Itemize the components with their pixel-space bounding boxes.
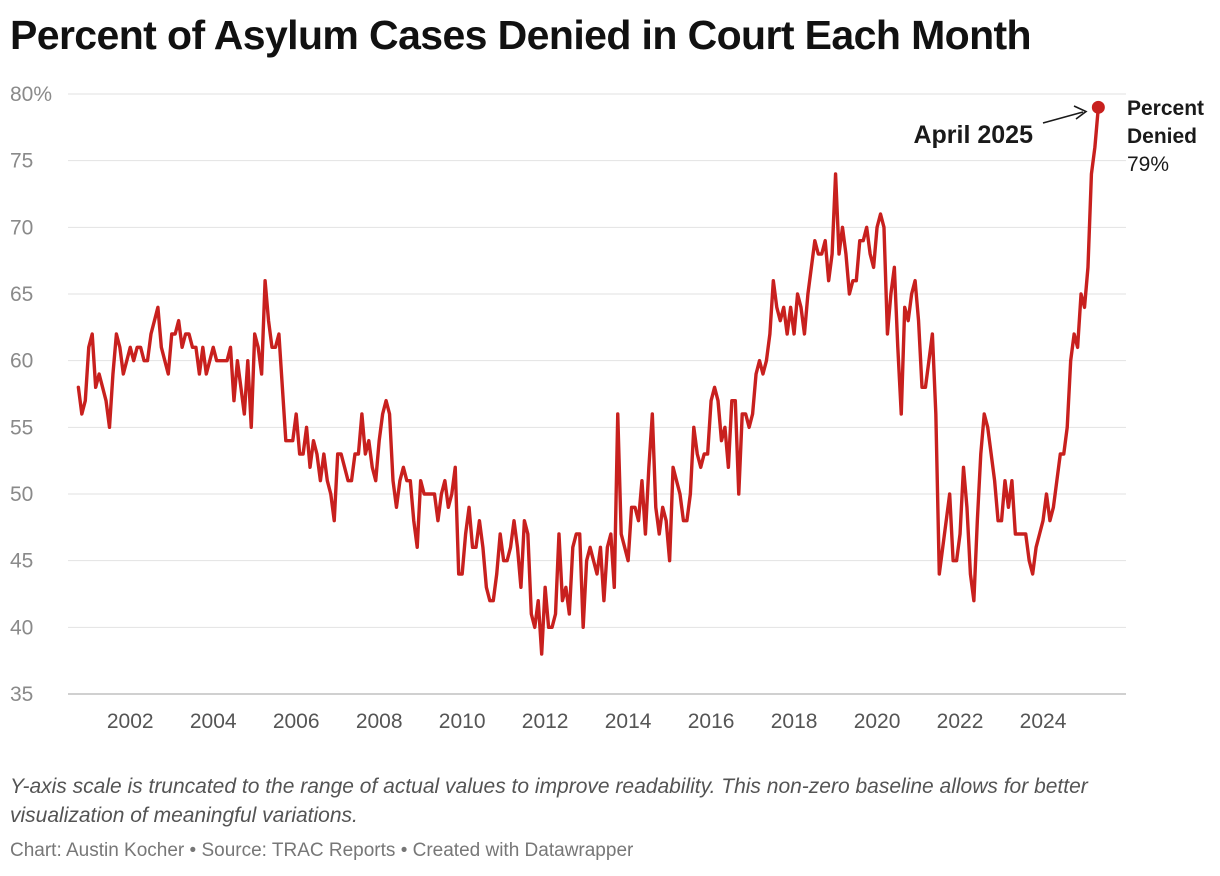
x-tick-label: 2022 xyxy=(937,710,984,733)
chart-footer: Chart: Austin Kocher • Source: TRAC Repo… xyxy=(10,840,634,861)
x-tick-label: 2014 xyxy=(605,710,652,733)
x-tick-label: 2008 xyxy=(356,710,403,733)
y-tick-label: 60 xyxy=(10,350,33,373)
y-tick-label: 45 xyxy=(10,550,33,573)
x-tick-label: 2002 xyxy=(107,710,154,733)
chart-note: Y-axis scale is truncated to the range o… xyxy=(10,775,1088,827)
annotation-layer: April 2025 Percent Denied 79% xyxy=(913,97,1204,176)
y-tick-label: 40 xyxy=(10,616,33,639)
chart-title: Percent of Asylum Cases Denied in Court … xyxy=(10,12,1032,58)
x-tick-label: 2004 xyxy=(190,710,237,733)
y-tick-label: 70 xyxy=(10,216,33,239)
x-tick-label: 2010 xyxy=(439,710,486,733)
x-tick-label: 2018 xyxy=(771,710,818,733)
y-tick-label: 80% xyxy=(10,83,52,106)
annotation-date-label: April 2025 xyxy=(913,121,1033,149)
y-axis-ticks: 35 40 45 50 55 60 65 70 75 80% xyxy=(10,83,52,706)
x-tick-label: 2006 xyxy=(273,710,320,733)
x-tick-label: 2012 xyxy=(522,710,569,733)
x-tick-label: 2024 xyxy=(1020,710,1067,733)
y-tick-label: 55 xyxy=(10,416,33,439)
series-label-line1: Percent xyxy=(1127,97,1204,120)
annotation-arrow-head xyxy=(1073,105,1088,120)
x-axis-ticks: 2002 2004 2006 2008 2010 2012 2014 2016 2018 2020… xyxy=(107,710,1067,733)
gridlines xyxy=(68,93,1126,695)
y-tick-label: 35 xyxy=(10,683,33,706)
x-tick-label: 2020 xyxy=(854,710,901,733)
y-tick-label: 50 xyxy=(10,483,33,506)
series-value-label: 79% xyxy=(1127,153,1169,176)
series-layer xyxy=(76,100,1105,656)
y-tick-label: 65 xyxy=(10,283,33,306)
x-tick-label: 2016 xyxy=(688,710,735,733)
series-label-line2: Denied xyxy=(1127,125,1197,148)
series-line-percent-denied xyxy=(76,105,1101,656)
series-endpoint-marker xyxy=(1091,100,1105,114)
annotation-arrow-shaft xyxy=(1042,111,1084,124)
y-tick-label: 75 xyxy=(10,150,33,173)
